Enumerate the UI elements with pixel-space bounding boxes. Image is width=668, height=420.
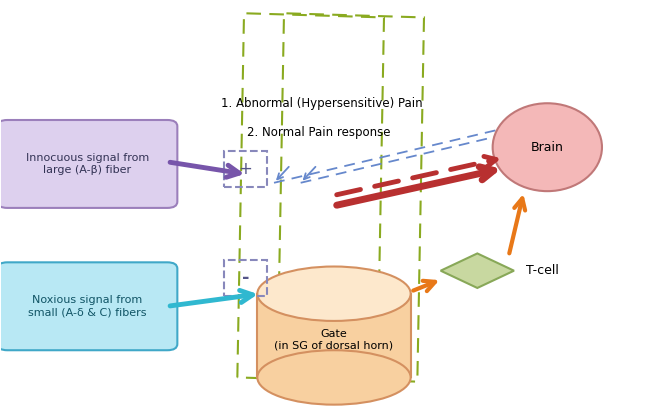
Text: Gate
(in SG of dorsal horn): Gate (in SG of dorsal horn) (275, 329, 393, 351)
Text: Brain: Brain (531, 141, 564, 154)
Text: T-cell: T-cell (526, 264, 559, 277)
Text: +: + (238, 160, 253, 178)
Ellipse shape (493, 103, 602, 191)
Ellipse shape (257, 350, 411, 404)
FancyBboxPatch shape (0, 262, 177, 350)
Text: -: - (242, 269, 249, 287)
Polygon shape (441, 253, 514, 288)
Text: 1. Abnormal (Hypersensitive) Pain: 1. Abnormal (Hypersensitive) Pain (220, 97, 422, 110)
Text: Noxious signal from
small (A-δ & C) fibers: Noxious signal from small (A-δ & C) fibe… (28, 296, 146, 317)
FancyBboxPatch shape (0, 120, 177, 208)
Text: Innocuous signal from
large (A-β) fiber: Innocuous signal from large (A-β) fiber (26, 153, 149, 175)
Text: 2. Normal Pain response: 2. Normal Pain response (247, 126, 391, 139)
Ellipse shape (257, 267, 411, 321)
Bar (257, 294, 411, 378)
